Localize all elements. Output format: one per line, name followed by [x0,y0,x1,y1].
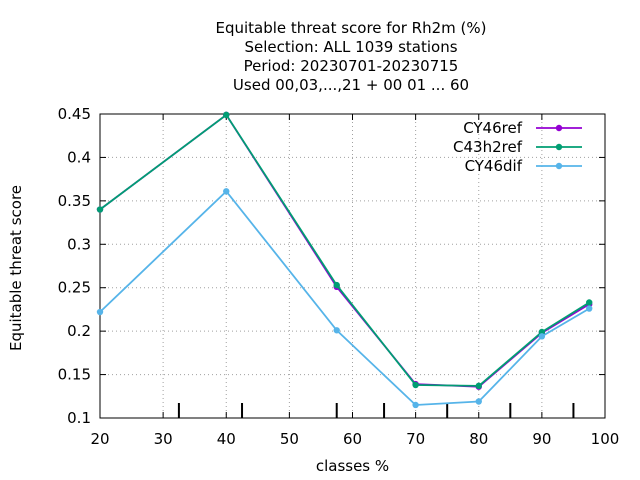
data-point-cy46dif [333,327,340,334]
x-axis-ticks: 20 30 40 50 60 70 80 90 100 [90,114,619,448]
data-point-c43h2ref [333,281,340,289]
y-tick-label: 0.4 [67,148,91,166]
data-point-c43h2ref [475,382,482,390]
legend-swatch-point [555,162,563,170]
y-tick-label: 0.25 [58,279,91,297]
series-line-cy46dif [99,189,590,406]
chart-title: Equitable threat score for Rh2m (%)Selec… [215,19,486,94]
y-tick-label: 0.15 [58,366,91,384]
x-tick-label: 90 [532,430,551,448]
title-line: Used 00,03,...,21 + 00 01 ... 60 [233,76,469,94]
data-point-cy46dif [412,401,419,409]
legend-swatch-point [555,124,563,132]
data-point-cy46dif [538,333,546,340]
data-point-cy46dif [223,188,230,195]
data-point-cy46dif [586,305,593,312]
title-line: Period: 20230701-20230715 [244,57,459,75]
x-tick-label: 20 [90,430,109,448]
legend-swatch-point [555,143,563,151]
x-tick-label: 60 [343,430,362,448]
x-tick-label: 50 [280,430,299,448]
y-tick-label: 0.35 [58,192,91,210]
legend-label: CY46dif [465,157,523,175]
y-tick-label: 0.2 [67,322,91,340]
data-point-c43h2ref [586,299,593,306]
series [96,111,593,409]
x-axis-label: classes % [316,457,389,475]
x-tick-label: 40 [217,430,236,448]
minor-tick-marks [177,403,575,418]
title-line: Selection: ALL 1039 stations [244,38,457,56]
y-axis-label: Equitable threat score [7,185,25,351]
data-point-cy46dif [475,398,482,405]
data-point-c43h2ref [96,206,104,213]
title-line: Equitable threat score for Rh2m (%) [215,19,486,37]
data-point-c43h2ref [223,111,230,119]
y-tick-label: 0.3 [67,235,91,253]
x-tick-label: 70 [406,430,425,448]
y-tick-label: 0.1 [67,409,91,427]
x-tick-label: 80 [469,430,488,448]
legend-label: CY46ref [463,119,523,137]
data-point-c43h2ref [412,381,419,389]
legend-label: C43h2ref [453,138,523,156]
x-tick-label: 30 [154,430,173,448]
y-tick-label: 0.45 [58,105,91,123]
y-axis-ticks: 0.1 0.15 0.2 0.25 0.3 0.35 0.4 0.45 [58,105,605,427]
data-point-cy46dif [96,308,104,316]
x-tick-label: 100 [591,430,620,448]
grid [100,114,605,418]
